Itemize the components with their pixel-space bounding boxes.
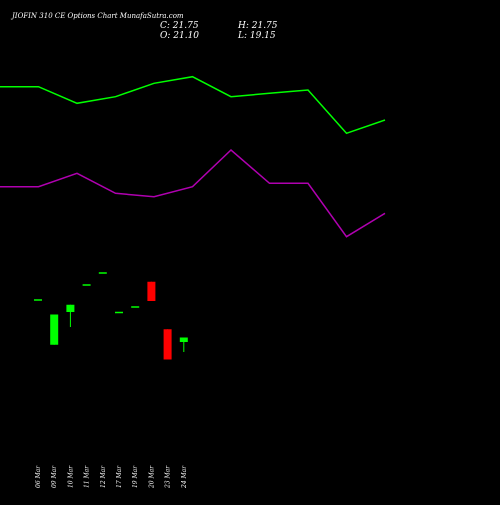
- x-tick-label: 24 Mar: [181, 465, 188, 489]
- low-value: L: 19.15: [237, 31, 276, 41]
- candle: [179, 337, 188, 352]
- close-value: C: 21.75: [160, 21, 199, 31]
- candle-body: [98, 272, 107, 274]
- candle: [98, 272, 107, 274]
- candle: [147, 281, 156, 301]
- x-axis-ticks: 06 Mar 09 Mar 10 Mar 11 Mar 12 Mar 17 Mar 19 M…: [35, 465, 188, 489]
- x-tick-label: 19 Mar: [132, 465, 139, 488]
- x-tick-label: 09 Mar: [51, 465, 58, 488]
- x-tick-label: 12 Mar: [100, 465, 107, 488]
- x-tick-label: 06 Mar: [35, 465, 42, 488]
- candle-body: [115, 311, 123, 314]
- candle-body: [131, 306, 140, 308]
- x-tick-label: 20 Mar: [148, 465, 155, 489]
- x-tick-label: 10 Mar: [67, 465, 74, 488]
- candle: [115, 311, 123, 314]
- candle: [163, 329, 172, 360]
- open-value: O: 21.10: [160, 31, 199, 41]
- candle: [82, 284, 91, 286]
- candle-body: [50, 314, 59, 345]
- candle-body: [34, 299, 42, 301]
- candle-body: [179, 337, 188, 342]
- candle-body: [163, 329, 172, 360]
- chart-title: JIOFIN 310 CE Options Chart MunafaSutra.…: [10, 12, 184, 20]
- candle: [66, 304, 75, 327]
- indicator-lines: [0, 75, 386, 238]
- indicator-line-1: [0, 75, 386, 135]
- x-tick-label: 11 Mar: [84, 465, 91, 488]
- candle: [34, 299, 42, 301]
- candle: [131, 306, 140, 308]
- candle-body: [147, 281, 156, 301]
- x-tick-label: 17 Mar: [116, 465, 123, 488]
- candles: [34, 272, 188, 360]
- candle-body: [66, 304, 75, 312]
- x-tick-label: 23 Mar: [165, 465, 172, 489]
- candle: [50, 314, 59, 345]
- high-value: H: 21.75: [237, 21, 278, 31]
- candle-body: [82, 284, 91, 286]
- indicator-line-2: [0, 148, 386, 238]
